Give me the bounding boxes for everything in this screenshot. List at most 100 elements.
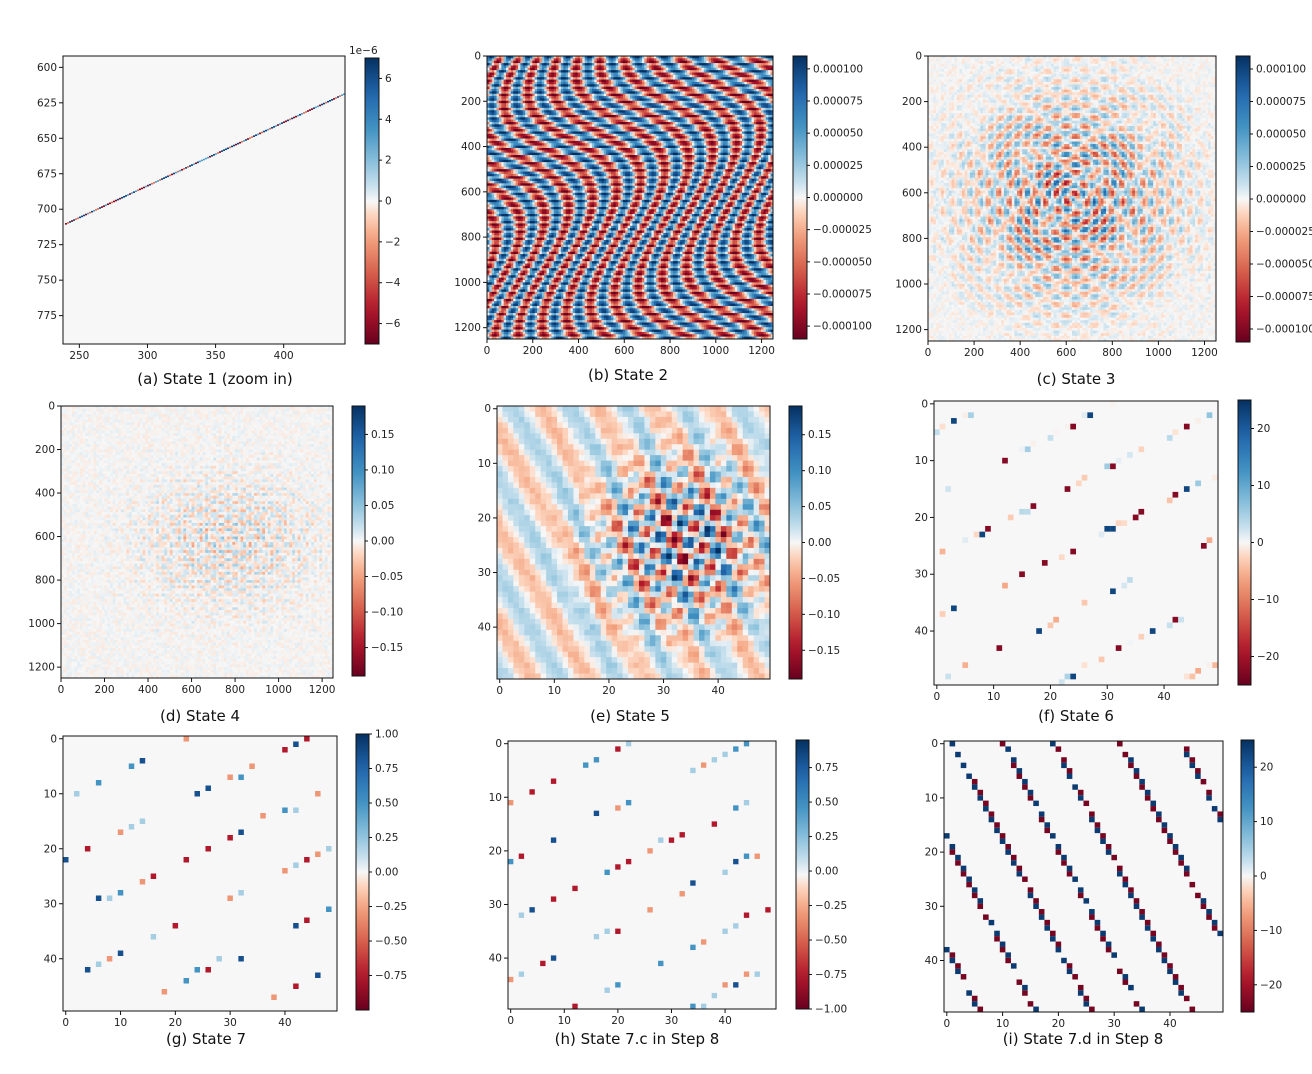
colorbar-tick-label: −4 [385,277,401,289]
panel-caption: (a) State 1 (zoom in) [137,370,292,388]
colorbar-tick-label: 0.000075 [813,96,863,108]
colorbar-offset-label: 1e−6 [349,45,378,57]
y-tick-label: 800 [35,575,55,587]
colorbar-tick-label: 10 [1257,480,1270,492]
colorbar-tick-label: 0.000100 [813,63,863,75]
colorbar-tick-label: 0.25 [815,831,838,843]
colorbar-tick-label: −0.05 [808,573,840,585]
colorbar-tick-label: 10 [1260,816,1273,828]
y-tick-label: 400 [35,488,55,500]
y-tick-label: 30 [489,899,502,911]
y-tick-label: 400 [902,142,922,154]
axes-frame [62,735,338,1012]
y-tick-label: 800 [461,232,481,244]
colorbar-tick-label: −0.05 [371,571,403,583]
x-tick-label: 40 [718,1015,731,1027]
colorbar-tick-label: 0.00 [808,537,831,549]
x-tick-label: 200 [523,345,543,357]
x-tick-label: 40 [1163,1018,1176,1030]
x-tick-label: 40 [711,685,724,697]
colorbar-tick-label: 0.000075 [1256,96,1306,108]
axes-frame [927,55,1217,342]
x-tick-label: 40 [1157,691,1170,703]
y-tick-label: 625 [37,97,57,109]
colorbar-tick-label: 0.000000 [1256,194,1306,206]
colorbar-tick-label: −20 [1257,651,1279,663]
y-tick-label: 30 [915,569,928,581]
x-tick-label: 30 [1108,1018,1121,1030]
y-tick-label: 600 [461,186,481,198]
colorbar-tick-label: 0.000025 [1256,161,1306,173]
x-tick-label: 0 [62,1017,69,1029]
colorbar-tick-label: −10 [1260,925,1282,937]
y-tick-label: 1000 [28,618,55,630]
heatmap-image [497,406,770,679]
x-tick-label: 800 [660,345,680,357]
y-tick-label: 800 [902,233,922,245]
colorbar-tick-label: 0.05 [371,500,394,512]
panel-e: 0 10 20 30 40 0 10 20 30 40 0.15 0.10 0.05 0.00 −0.05 −… [478,403,841,725]
x-tick-label: 600 [182,684,202,696]
y-tick-label: 1200 [895,324,922,336]
y-tick-label: 20 [489,845,502,857]
colorbar-tick-label: 0 [385,196,392,208]
colorbar-tick-label: 0.000050 [813,128,863,140]
x-tick-label: 20 [1052,1018,1065,1030]
colorbar-tick-label: 0.000025 [813,160,863,172]
y-tick-label: 40 [44,953,57,965]
x-tick-label: 600 [614,345,634,357]
colorbar-tick-label: 0.25 [375,832,398,844]
panel-b: 0 200 400 600 800 1000 12000200400600800100012… [454,51,872,385]
panel-g: 0 10 20 30 40 0 10 20 30 40 1.00 0.75 0.50 0.25 0.00 −0… [44,729,408,1049]
y-tick-label: 600 [37,62,57,74]
x-tick-label: 400 [274,350,294,362]
x-tick-label: 30 [1101,691,1114,703]
colorbar-tick-label: −0.75 [375,970,407,982]
y-tick-label: 400 [461,141,481,153]
colorbar-tick-label: −0.50 [815,935,847,947]
x-tick-label: 600 [1056,347,1076,359]
axes-frame [486,55,774,340]
x-tick-label: 20 [611,1015,624,1027]
y-tick-label: 30 [44,898,57,910]
colorbar-tick-label: −0.25 [815,900,847,912]
colorbar-tick-label: −0.000075 [1256,291,1312,303]
colorbar-tick-label: −0.50 [375,936,407,948]
colorbar [351,405,366,677]
colorbar-tick-label: 0.15 [371,429,394,441]
y-tick-label: 10 [478,458,491,470]
y-tick-label: 200 [35,444,55,456]
x-tick-label: 300 [137,350,157,362]
axes-frame [60,405,334,679]
panel-h: 0 10 20 30 40 0 10 20 30 40 0.75 0.50 0.25 0.00 −0.25 −… [489,738,848,1048]
colorbar-tick-label: 0.15 [808,429,831,441]
x-tick-label: 0 [943,1018,950,1030]
x-tick-label: 10 [558,1015,571,1027]
x-tick-label: 1000 [265,684,292,696]
panel-caption: (e) State 5 [590,707,670,725]
colorbar-tick-label: −0.10 [371,607,403,619]
y-tick-label: 20 [925,847,938,859]
panel-caption: (f) State 6 [1038,707,1114,725]
y-tick-label: 750 [37,275,57,287]
x-tick-label: 250 [69,350,89,362]
axes-frame [496,405,771,680]
y-tick-label: 775 [37,310,57,322]
x-tick-label: 1200 [1191,347,1218,359]
y-tick-label: 650 [37,133,57,145]
heatmap-image [61,406,333,678]
y-tick-label: 40 [915,626,928,638]
x-tick-label: 20 [169,1017,182,1029]
x-tick-label: 40 [278,1017,291,1029]
y-tick-label: 40 [925,955,938,967]
y-tick-label: 600 [902,187,922,199]
x-tick-label: 350 [206,350,226,362]
y-tick-label: 20 [915,512,928,524]
colorbar-tick-label: 0 [1260,871,1267,883]
y-tick-label: 0 [48,401,55,413]
x-tick-label: 10 [114,1017,127,1029]
y-tick-label: 1000 [454,277,481,289]
y-tick-label: 20 [478,512,491,524]
x-tick-label: 0 [496,685,503,697]
panel-f: 0 10 20 30 40 0 10 20 30 40 20 10 0 −10 −20 (f) State 6 [915,398,1280,725]
